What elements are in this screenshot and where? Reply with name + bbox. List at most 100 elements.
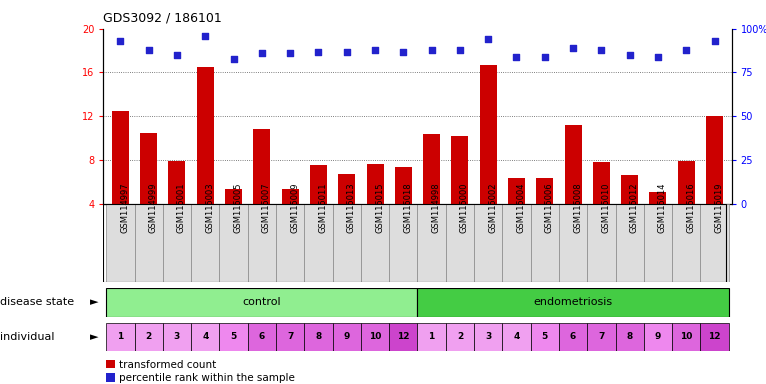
Point <box>453 47 466 53</box>
Bar <box>112 111 129 204</box>
Text: GSM115001: GSM115001 <box>177 182 186 233</box>
Text: 6: 6 <box>259 333 265 341</box>
Bar <box>219 323 247 351</box>
Point <box>652 54 664 60</box>
Point <box>114 38 126 44</box>
Text: 7: 7 <box>287 333 293 341</box>
Bar <box>417 323 446 351</box>
Text: GSM115009: GSM115009 <box>290 182 300 233</box>
Text: GDS3092 / 186101: GDS3092 / 186101 <box>103 12 222 25</box>
Bar <box>565 125 581 204</box>
Bar <box>531 323 559 351</box>
Bar <box>276 204 304 282</box>
Bar <box>588 323 616 351</box>
Text: ►: ► <box>90 297 98 307</box>
Bar <box>247 323 276 351</box>
Bar <box>254 129 270 204</box>
Bar <box>502 323 531 351</box>
Bar <box>672 323 700 351</box>
Point <box>709 38 721 44</box>
Text: 5: 5 <box>231 333 237 341</box>
Bar <box>474 323 502 351</box>
Bar <box>621 175 638 204</box>
Text: GSM115014: GSM115014 <box>658 182 667 233</box>
Bar <box>389 323 417 351</box>
Text: GSM115005: GSM115005 <box>234 182 243 233</box>
Bar <box>536 179 553 204</box>
Text: GSM115018: GSM115018 <box>404 182 412 233</box>
Text: control: control <box>243 297 281 308</box>
Bar <box>588 204 616 282</box>
Text: 2: 2 <box>457 333 463 341</box>
Text: ►: ► <box>90 332 98 342</box>
Text: transformed count: transformed count <box>119 360 217 370</box>
Text: 8: 8 <box>316 333 322 341</box>
Bar <box>310 165 327 204</box>
Text: disease state: disease state <box>0 297 74 307</box>
Bar <box>219 204 247 282</box>
Text: 3: 3 <box>485 333 491 341</box>
Bar <box>451 136 468 204</box>
Text: 8: 8 <box>627 333 633 341</box>
Point <box>425 47 437 53</box>
Text: 2: 2 <box>146 333 152 341</box>
Text: 6: 6 <box>570 333 576 341</box>
Text: GSM115006: GSM115006 <box>545 182 554 233</box>
Bar <box>700 323 728 351</box>
Text: GSM115015: GSM115015 <box>375 182 384 233</box>
Text: 3: 3 <box>174 333 180 341</box>
Bar <box>192 204 219 282</box>
Text: GSM114999: GSM114999 <box>149 182 158 233</box>
Text: GSM115010: GSM115010 <box>601 182 611 233</box>
Text: 12: 12 <box>709 333 721 341</box>
Text: 9: 9 <box>655 333 661 341</box>
Bar <box>643 323 672 351</box>
Bar <box>672 204 700 282</box>
Point <box>284 50 296 56</box>
Point <box>398 48 410 55</box>
Text: 10: 10 <box>369 333 381 341</box>
Bar <box>361 204 389 282</box>
Text: GSM115013: GSM115013 <box>347 182 355 233</box>
Bar <box>559 323 588 351</box>
Point <box>510 54 522 60</box>
Point <box>256 50 268 56</box>
Bar <box>367 164 384 204</box>
Bar <box>135 323 163 351</box>
Point <box>341 48 353 55</box>
Text: GSM115000: GSM115000 <box>460 182 469 233</box>
Bar <box>423 134 440 204</box>
Text: 1: 1 <box>428 333 435 341</box>
Bar <box>304 323 332 351</box>
Bar <box>480 65 496 204</box>
Point <box>313 48 325 55</box>
Point <box>538 54 551 60</box>
Text: GSM115012: GSM115012 <box>630 182 639 233</box>
Bar <box>106 360 115 368</box>
Point <box>567 45 579 51</box>
Bar <box>197 67 214 204</box>
Bar <box>276 323 304 351</box>
Point <box>228 55 240 61</box>
Bar <box>106 323 135 351</box>
Point <box>680 47 692 53</box>
Text: GSM115011: GSM115011 <box>319 182 327 233</box>
Text: 1: 1 <box>117 333 123 341</box>
Text: GSM115016: GSM115016 <box>686 182 696 233</box>
Bar <box>502 204 531 282</box>
Bar <box>106 204 135 282</box>
Bar <box>332 323 361 351</box>
Text: GSM115003: GSM115003 <box>205 182 214 233</box>
Bar <box>135 204 163 282</box>
Bar <box>593 162 610 204</box>
Bar <box>616 204 643 282</box>
Bar <box>678 161 695 204</box>
Bar <box>643 204 672 282</box>
Text: GSM114997: GSM114997 <box>120 182 129 233</box>
Bar <box>163 204 192 282</box>
Bar <box>247 204 276 282</box>
Text: 4: 4 <box>202 333 208 341</box>
Bar <box>304 204 332 282</box>
Text: GSM115019: GSM115019 <box>715 182 724 233</box>
Bar <box>417 204 446 282</box>
